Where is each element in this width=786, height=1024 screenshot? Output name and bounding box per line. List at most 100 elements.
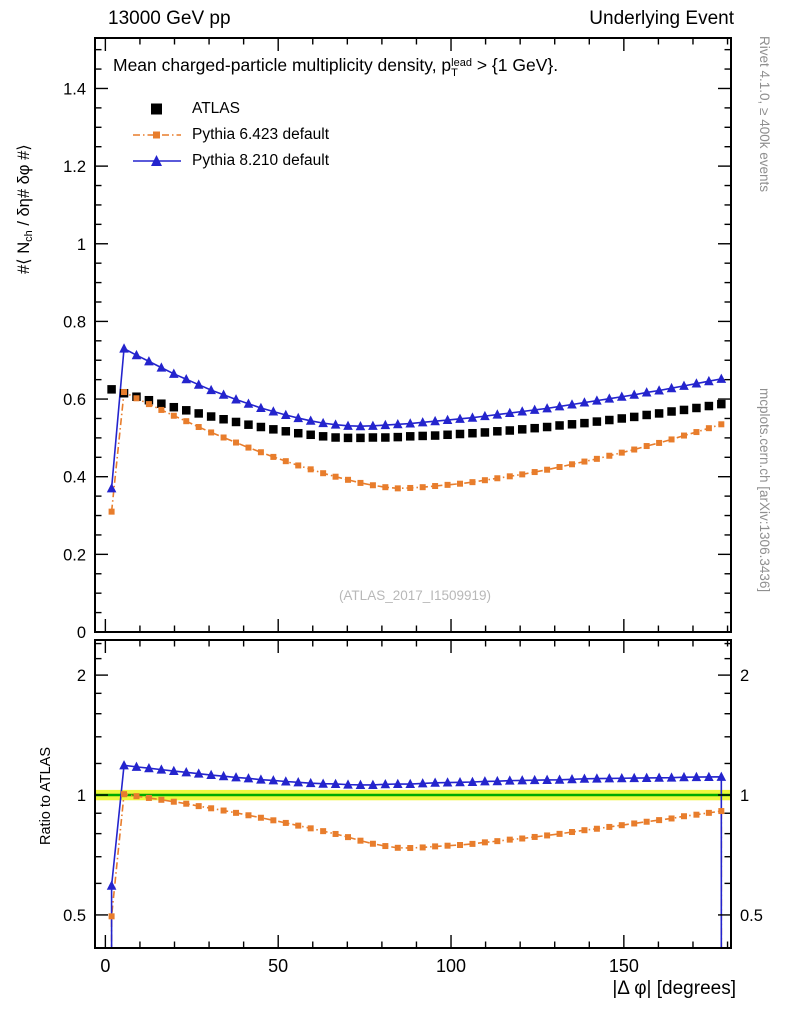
rivet-version-note: Rivet 4.1.0, ≥ 400k events (757, 36, 772, 192)
data-marker (145, 401, 152, 408)
data-marker (693, 429, 700, 436)
pythia8-marker-icon (133, 155, 181, 166)
data-marker (606, 452, 613, 459)
data-marker (668, 815, 675, 822)
mcplots-reference-note: mcplots.cern.ch [arXiv:1306.3436] (757, 388, 772, 593)
data-marker (605, 415, 614, 425)
data-marker (282, 458, 289, 465)
data-marker (480, 776, 490, 786)
data-marker (692, 403, 701, 413)
data-marker (517, 425, 527, 434)
data-marker (531, 469, 538, 476)
data-marker (269, 425, 278, 434)
data-marker (145, 794, 152, 801)
data-marker (592, 773, 602, 783)
data-marker (641, 387, 652, 397)
data-marker (432, 843, 439, 850)
data-marker (618, 822, 625, 829)
data-marker (592, 417, 602, 426)
data-marker (519, 471, 526, 478)
data-marker (717, 399, 726, 409)
data-marker (504, 407, 515, 418)
ratio-line (110, 764, 723, 948)
data-marker (218, 770, 229, 781)
tick-label: 1 (77, 787, 86, 805)
data-marker (407, 484, 414, 491)
data-marker (643, 443, 650, 450)
data-marker (382, 484, 389, 491)
data-marker (668, 436, 675, 443)
data-marker (121, 791, 128, 798)
data-marker (641, 772, 652, 782)
data-marker (231, 394, 241, 404)
tick-label: 0.8 (63, 313, 86, 331)
main-panel-series (106, 343, 727, 515)
data-marker (169, 765, 179, 776)
data-marker (318, 778, 328, 788)
data-marker (392, 419, 403, 429)
data-marker (593, 455, 600, 462)
y-axis-label-prefix: #⟨ N (15, 241, 33, 274)
data-marker (218, 389, 229, 399)
data-marker (392, 778, 403, 789)
data-marker (156, 764, 167, 774)
data-marker (144, 356, 154, 366)
data-marker (567, 420, 577, 429)
data-marker (320, 470, 327, 477)
data-marker (133, 793, 140, 800)
data-marker (220, 807, 227, 814)
data-marker (119, 760, 129, 770)
data-marker (407, 845, 414, 852)
data-marker (256, 402, 266, 412)
data-marker (680, 432, 687, 439)
data-marker (604, 393, 615, 403)
data-marker (405, 432, 415, 441)
data-marker (268, 775, 279, 785)
data-marker (718, 421, 725, 428)
data-marker (680, 813, 687, 820)
data-marker (430, 777, 440, 787)
data-marker (631, 446, 638, 453)
x-axis-label: |Δ φ| [degrees] (612, 978, 736, 999)
data-marker (643, 818, 650, 825)
data-marker (604, 773, 615, 783)
data-marker (332, 830, 339, 837)
data-marker (131, 761, 142, 771)
data-marker (529, 404, 540, 414)
data-marker (368, 433, 378, 442)
data-marker (257, 449, 264, 456)
data-marker (419, 484, 426, 491)
tick-label: 0.6 (63, 391, 86, 409)
data-marker (667, 407, 676, 416)
data-marker (418, 431, 427, 441)
data-marker (131, 349, 142, 360)
data-marker (581, 827, 588, 834)
data-marker (144, 395, 154, 405)
main-panel-frame (94, 37, 732, 633)
plot-title-supsub: lead T (451, 57, 472, 79)
data-marker (691, 771, 702, 782)
data-marker (281, 409, 291, 419)
data-marker (356, 433, 365, 443)
data-marker (119, 343, 129, 353)
data-marker (156, 362, 167, 372)
data-marker (430, 431, 440, 440)
data-marker (381, 433, 390, 442)
data-marker (580, 418, 589, 428)
legend-label: ATLAS (192, 100, 240, 117)
data-marker (567, 399, 577, 409)
data-marker (666, 382, 677, 393)
data-marker (480, 410, 490, 421)
data-marker (307, 466, 314, 473)
data-marker (569, 829, 575, 836)
pythia6-marker-icon (133, 131, 181, 139)
data-marker (455, 429, 465, 439)
data-marker (467, 776, 478, 787)
data-marker (517, 775, 528, 785)
data-marker (368, 420, 378, 430)
data-marker (417, 417, 428, 427)
header-analysis-group: Underlying Event (589, 8, 734, 29)
data-marker (195, 424, 202, 431)
data-marker (158, 406, 165, 413)
ratio-panel-series (106, 760, 727, 948)
